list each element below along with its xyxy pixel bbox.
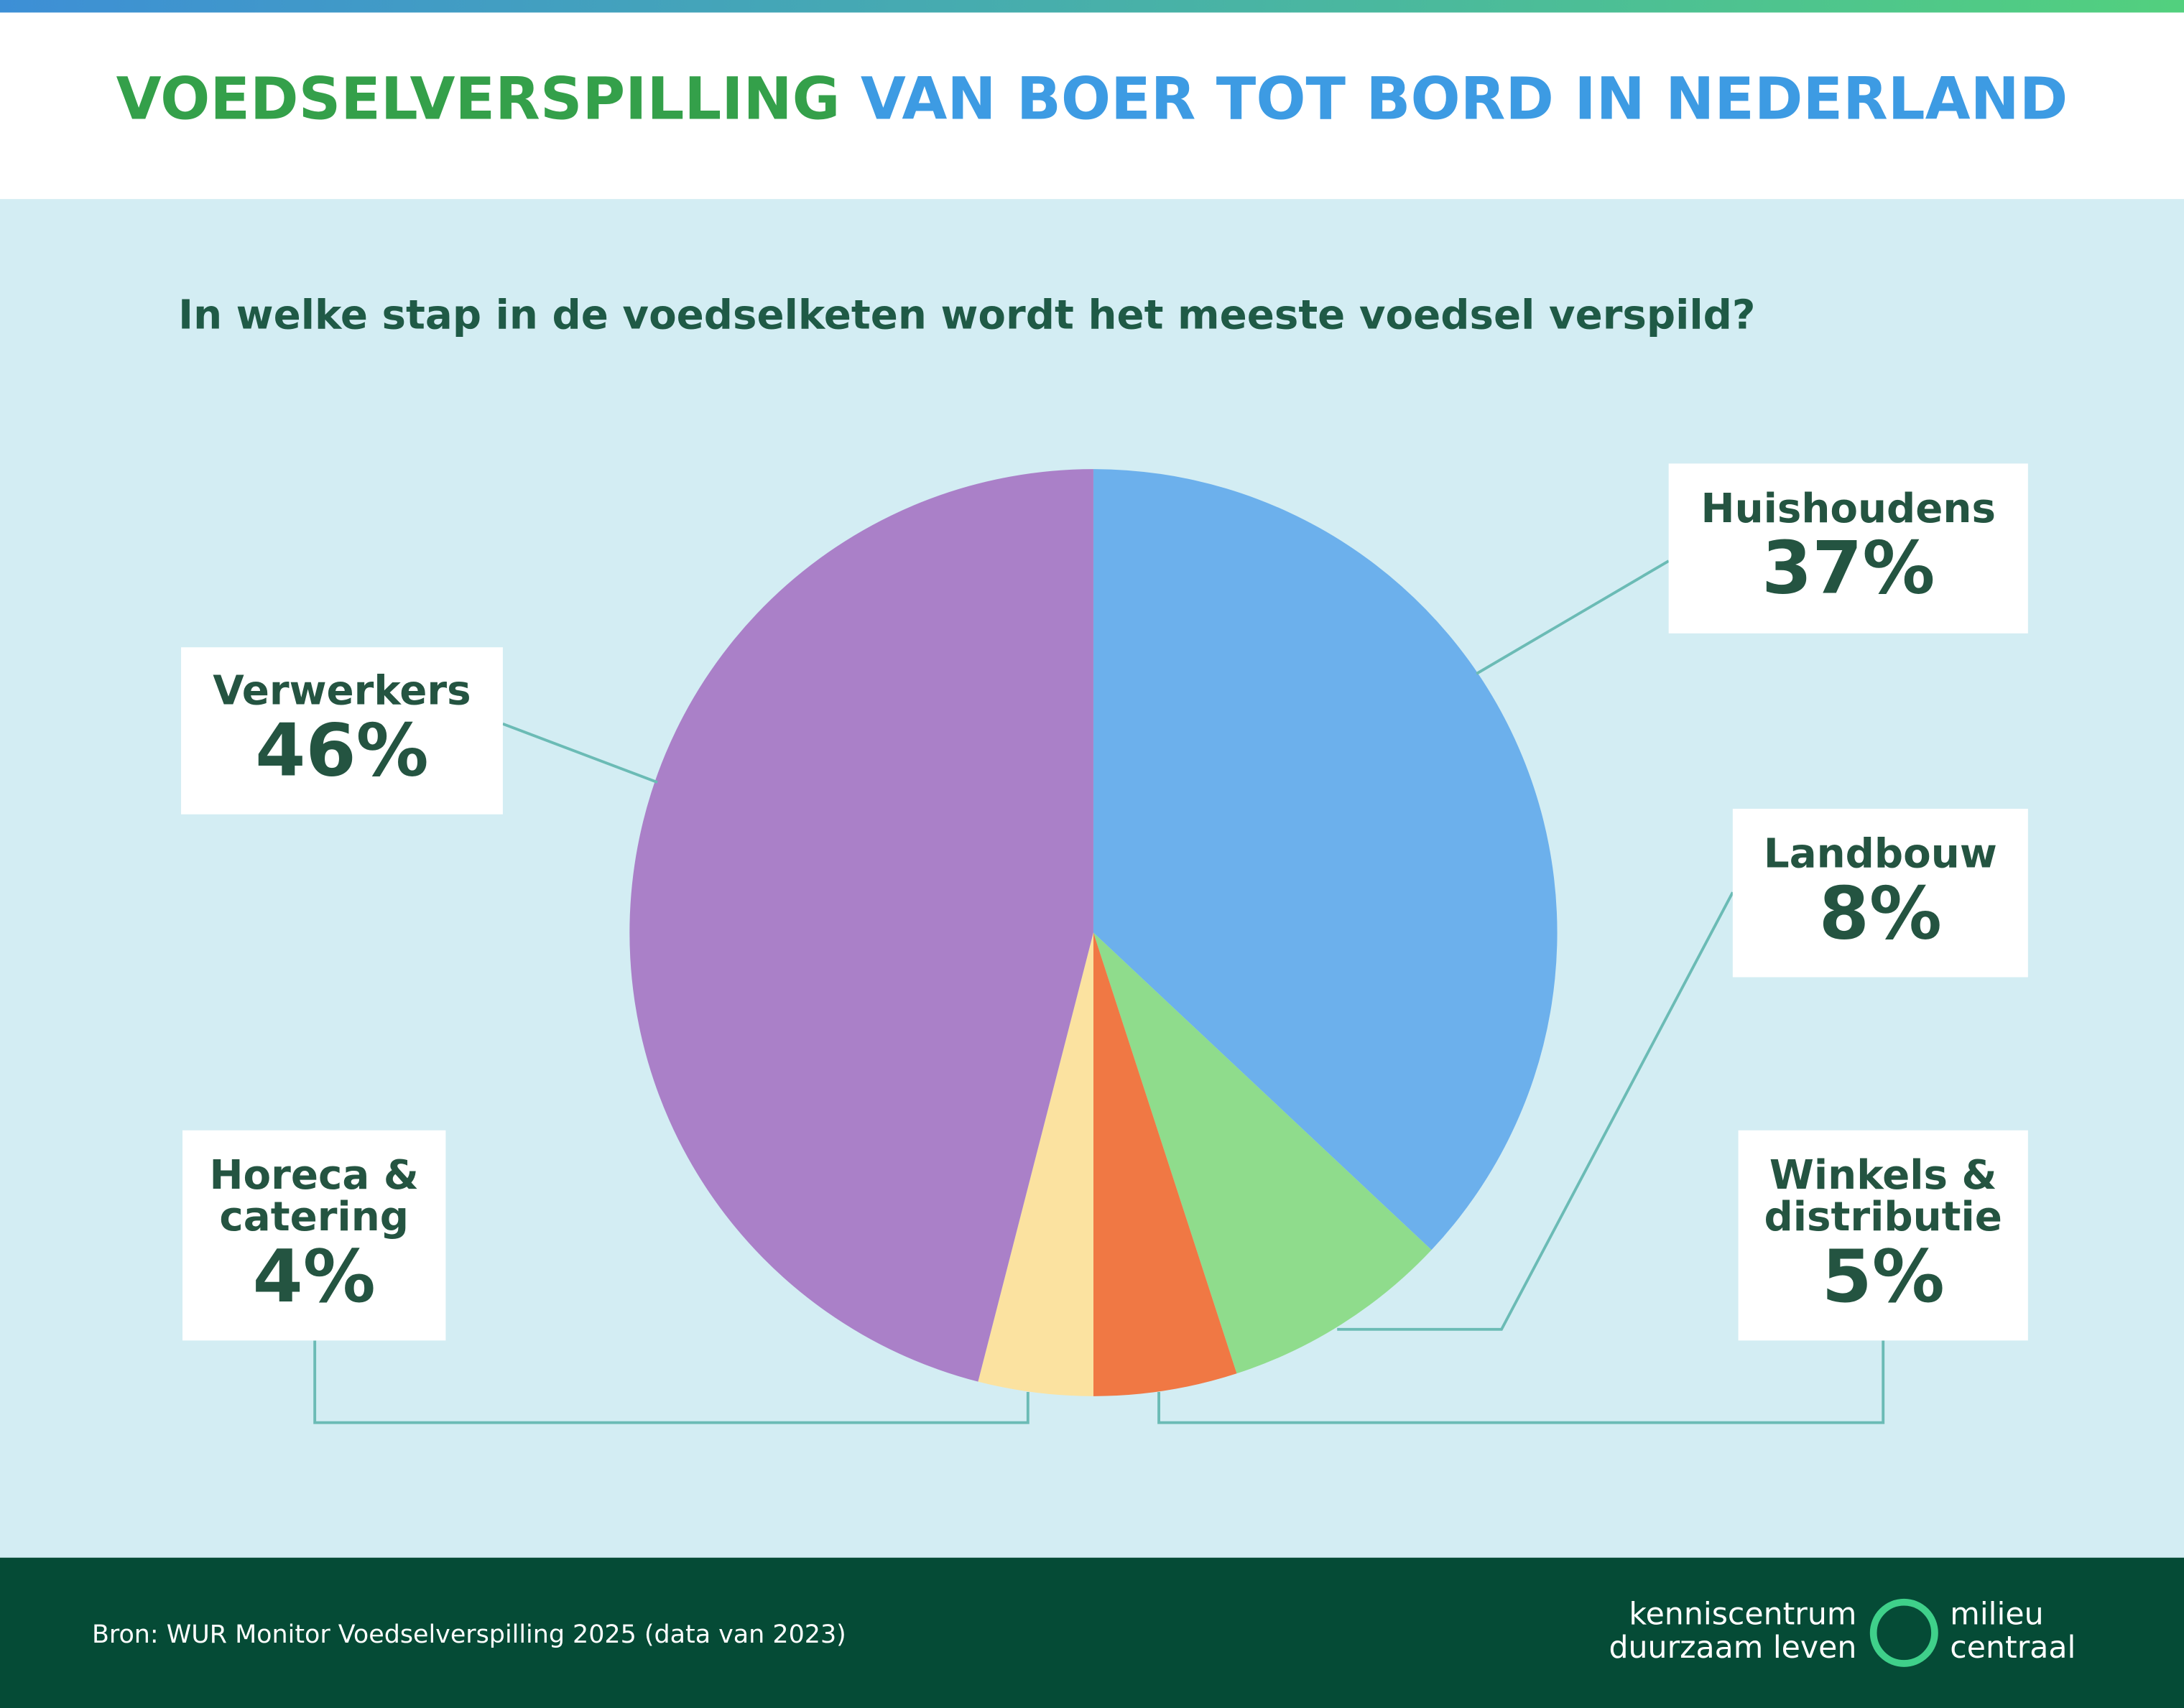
pie-wedge: [1093, 469, 1558, 1250]
category-label: Landbouw: [1763, 829, 1997, 877]
logo-text: milieu: [1950, 1597, 2043, 1633]
category-label: Huishoudens: [1701, 484, 1996, 532]
logo-ring: [1869, 1598, 1938, 1667]
logo-text: duurzaam leven: [1609, 1630, 1856, 1666]
pie-wedge: [629, 469, 1093, 1382]
pie-wedge: [1093, 932, 1237, 1396]
value-label: 46%: [255, 710, 429, 794]
footer-bg: [0, 1557, 2184, 1708]
category-label: Verwerkers: [213, 667, 471, 715]
label-box: Landbouw 8%: [1732, 809, 2028, 978]
pie-wedge: [978, 932, 1093, 1396]
leader-line: [1157, 1340, 1885, 1424]
source: Bron: WUR Monitor Voedselverspilling 202…: [92, 1620, 846, 1649]
chart-title: VOEDSELVERSPILLING VAN BOER TOT BORD IN …: [116, 65, 2068, 134]
leader-line: [502, 722, 658, 784]
value-label: 37%: [1762, 527, 1935, 611]
pie-wedge: [1093, 932, 1432, 1374]
logo-text: kenniscentrum: [1629, 1597, 1856, 1633]
value-label: 8%: [1818, 872, 1942, 956]
value-label: 5%: [1821, 1235, 1945, 1319]
label-box: Horeca & catering 4%: [182, 1130, 446, 1341]
value-label: 4%: [252, 1235, 376, 1319]
label-box: Verwerkers 46%: [181, 647, 503, 814]
label-box: Huishoudens 37%: [1668, 463, 2028, 633]
logo-text: centraal: [1950, 1630, 2076, 1666]
pie: [629, 469, 1558, 1396]
leader-line: [313, 1340, 1029, 1424]
category-label: Horeca & catering: [209, 1150, 419, 1240]
chart-subtitle: In welke stap in de voedselketen wordt h…: [178, 292, 1755, 338]
category-label: Winkels & distributie: [1764, 1150, 2002, 1240]
top-bar: [0, 0, 2184, 13]
leader-line: [1337, 891, 1734, 1331]
leader-lines: [313, 560, 1885, 1424]
label-box: Winkels & distributie 5%: [1738, 1130, 2028, 1341]
header-bg: [0, 0, 2184, 200]
leader-line: [1476, 560, 1670, 675]
